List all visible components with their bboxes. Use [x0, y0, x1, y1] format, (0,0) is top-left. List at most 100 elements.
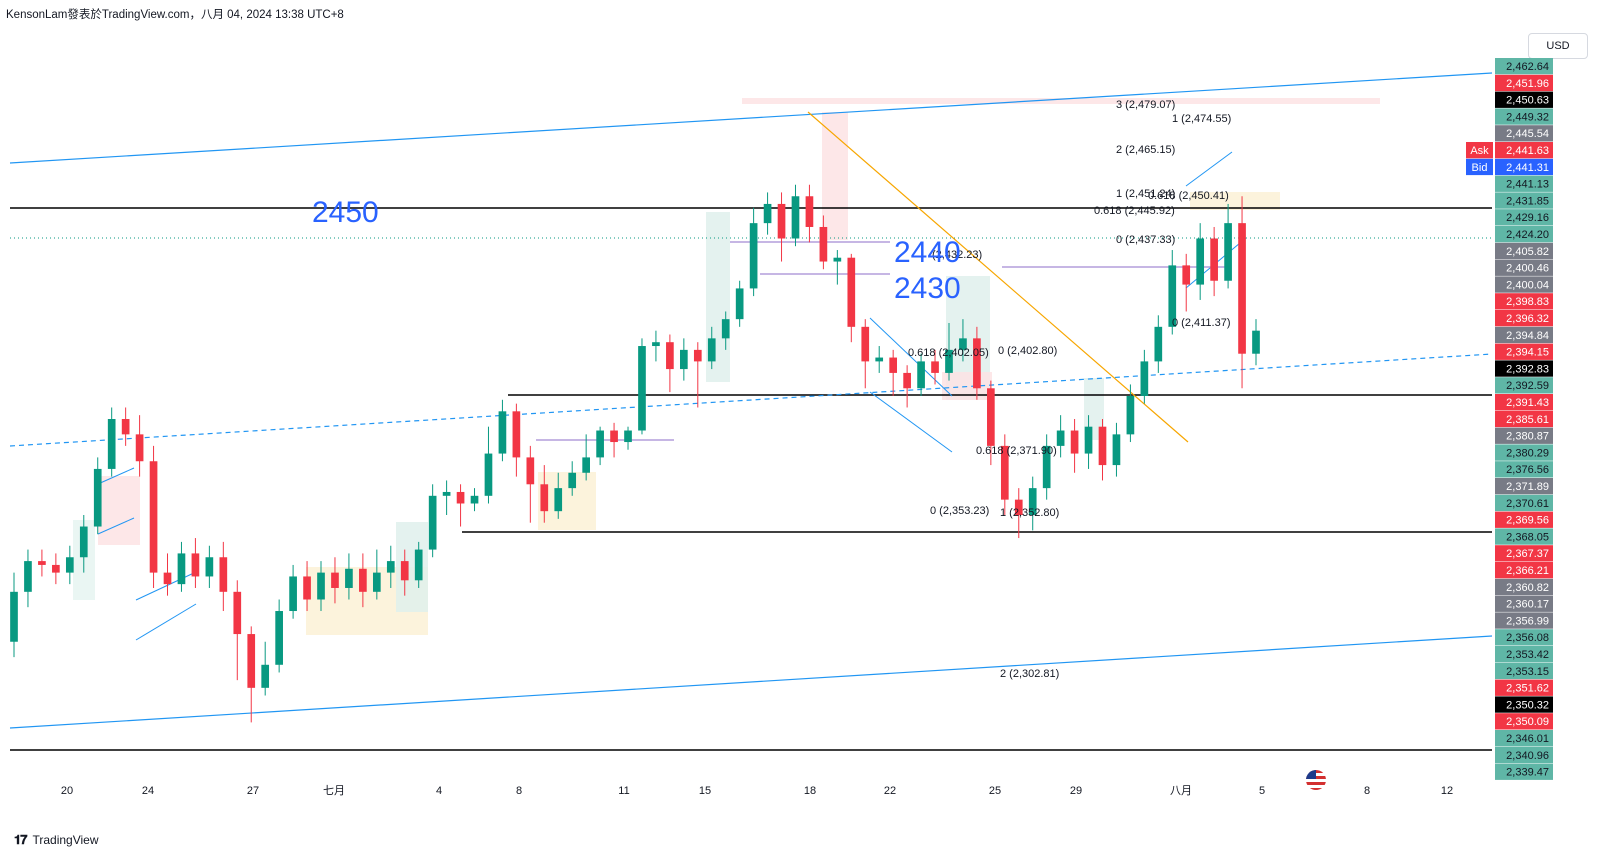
time-tick-label: 8: [516, 785, 522, 797]
candle-body: [526, 457, 535, 485]
price-axis-value: 2,370.61: [1506, 498, 1549, 510]
fib-label: 1 (2,451.24): [1116, 188, 1175, 200]
candle-body: [498, 411, 507, 454]
price-axis-value: 2,441.63: [1506, 145, 1549, 157]
price-axis-tag: [1495, 226, 1553, 243]
fib-labels: 3 (2,479.07) 1 (2,474.55) 2 (2,465.15) 1 (2…: [908, 99, 1231, 680]
candle-body: [1238, 223, 1246, 354]
time-tick-label: 12: [1441, 785, 1453, 797]
price-axis-tag: [1495, 612, 1553, 629]
candle-body: [205, 557, 214, 577]
fib-label: 1 (2,474.55): [1172, 113, 1231, 125]
price-axis-value: 2,400.46: [1506, 263, 1549, 275]
candle-body: [721, 319, 730, 339]
price-axis-value: 2,356.99: [1506, 615, 1549, 627]
highlight-zone: [98, 476, 140, 545]
time-tick-label: 八月: [1170, 785, 1192, 797]
candle-body: [414, 549, 423, 581]
price-axis-tag: [1495, 410, 1553, 428]
big-price-label: 2430: [894, 272, 961, 305]
candle-body: [805, 196, 814, 227]
candle-body: [400, 561, 409, 581]
candle-layer: [10, 184, 1260, 723]
price-axis-tag: [1495, 562, 1553, 579]
time-axis: 20 24 27 七月 4 8 11 15 18 22 25 29 八月 5 8 12: [61, 784, 1453, 797]
pattern-line: [97, 467, 135, 485]
price-axis-tag: [1495, 242, 1553, 260]
candle-body: [1182, 265, 1191, 285]
time-tick-label: 27: [247, 785, 259, 797]
price-axis-value: 2,340.96: [1506, 750, 1549, 762]
price-axis-tag: [1495, 427, 1553, 444]
candle-body: [93, 468, 102, 527]
pattern-line: [1185, 151, 1233, 187]
price-axis-value: 2,450.63: [1506, 95, 1549, 107]
price-axis-value: 2,353.15: [1506, 666, 1549, 678]
candle-body: [233, 591, 242, 635]
candle-body: [554, 488, 563, 512]
highlight-zone: [822, 112, 848, 240]
candle-body: [1042, 445, 1051, 489]
big-price-label: 2440: [894, 236, 961, 269]
price-axis-tag: [1495, 108, 1553, 125]
price-axis-tag: [1495, 158, 1553, 176]
candle-body: [819, 226, 828, 262]
price-axis-value: 2,441.13: [1506, 179, 1549, 191]
bid-tag: [1466, 158, 1493, 176]
candle-body: [191, 553, 200, 577]
horizontal-levels: [10, 207, 1492, 751]
candle-body: [345, 568, 353, 588]
trend-channels: [9, 72, 1493, 729]
price-axis-tag: [1495, 494, 1553, 512]
price-axis-tag: [1495, 377, 1553, 394]
price-axis-value: 2,368.05: [1506, 531, 1549, 543]
candle-body: [107, 419, 116, 469]
candle-body: [959, 338, 967, 350]
price-axis-tag: [1495, 763, 1553, 780]
channel-mid-line: [9, 353, 1493, 447]
fib-label: 0 (2,411.37): [1172, 317, 1231, 329]
price-axis-tag: [1495, 746, 1553, 764]
candle-body: [1112, 434, 1121, 466]
candle-body: [875, 357, 884, 362]
candle-body: [693, 349, 702, 362]
footer-brand: TradingView: [32, 833, 99, 847]
time-tick-label: 29: [1070, 785, 1082, 797]
candle-body: [24, 561, 32, 592]
candle-body: [303, 576, 311, 600]
price-axis-tag: [1495, 326, 1553, 344]
price-axis-tag: [1495, 293, 1553, 310]
price-axis-tag: [1495, 58, 1553, 75]
candle-body: [79, 526, 88, 558]
price-axis-tag: [1495, 343, 1553, 360]
price-axis: 2,462.64 2,451.96 2,450.63 2,449.32 2,445.54…: [1466, 58, 1553, 780]
price-axis-tag: [1495, 578, 1553, 596]
candle-body: [38, 561, 46, 565]
highlight-zone: [396, 522, 428, 612]
price-axis-value: 2,441.31: [1506, 162, 1549, 174]
candle-body: [456, 491, 465, 504]
price-axis-tag: [1495, 461, 1553, 478]
candle-body: [1014, 499, 1023, 516]
price-axis-value: 2,392.83: [1506, 363, 1549, 375]
price-axis-value: 2,350.09: [1506, 716, 1549, 728]
time-tick-label: 25: [989, 785, 1001, 797]
price-axis-tag: [1495, 444, 1553, 461]
price-axis-tag: [1495, 646, 1553, 663]
candle-body: [1154, 326, 1163, 362]
currency-button[interactable]: USD: [1528, 33, 1588, 59]
big-price-label: 2450: [312, 196, 379, 229]
time-tick-label: 4: [436, 785, 442, 797]
price-axis-value: 2,429.16: [1506, 212, 1549, 224]
pattern-line: [97, 517, 135, 535]
price-axis-tag: [1495, 209, 1553, 226]
price-axis-value: 2,449.32: [1506, 111, 1549, 123]
price-axis-tag: [1495, 528, 1553, 545]
candle-body: [1126, 395, 1135, 435]
fib-label: 1 (2,352.80): [1000, 507, 1059, 519]
fib-label: 0 (2,402.80): [998, 345, 1057, 357]
candle-body: [568, 472, 577, 489]
candle-body: [331, 572, 339, 588]
